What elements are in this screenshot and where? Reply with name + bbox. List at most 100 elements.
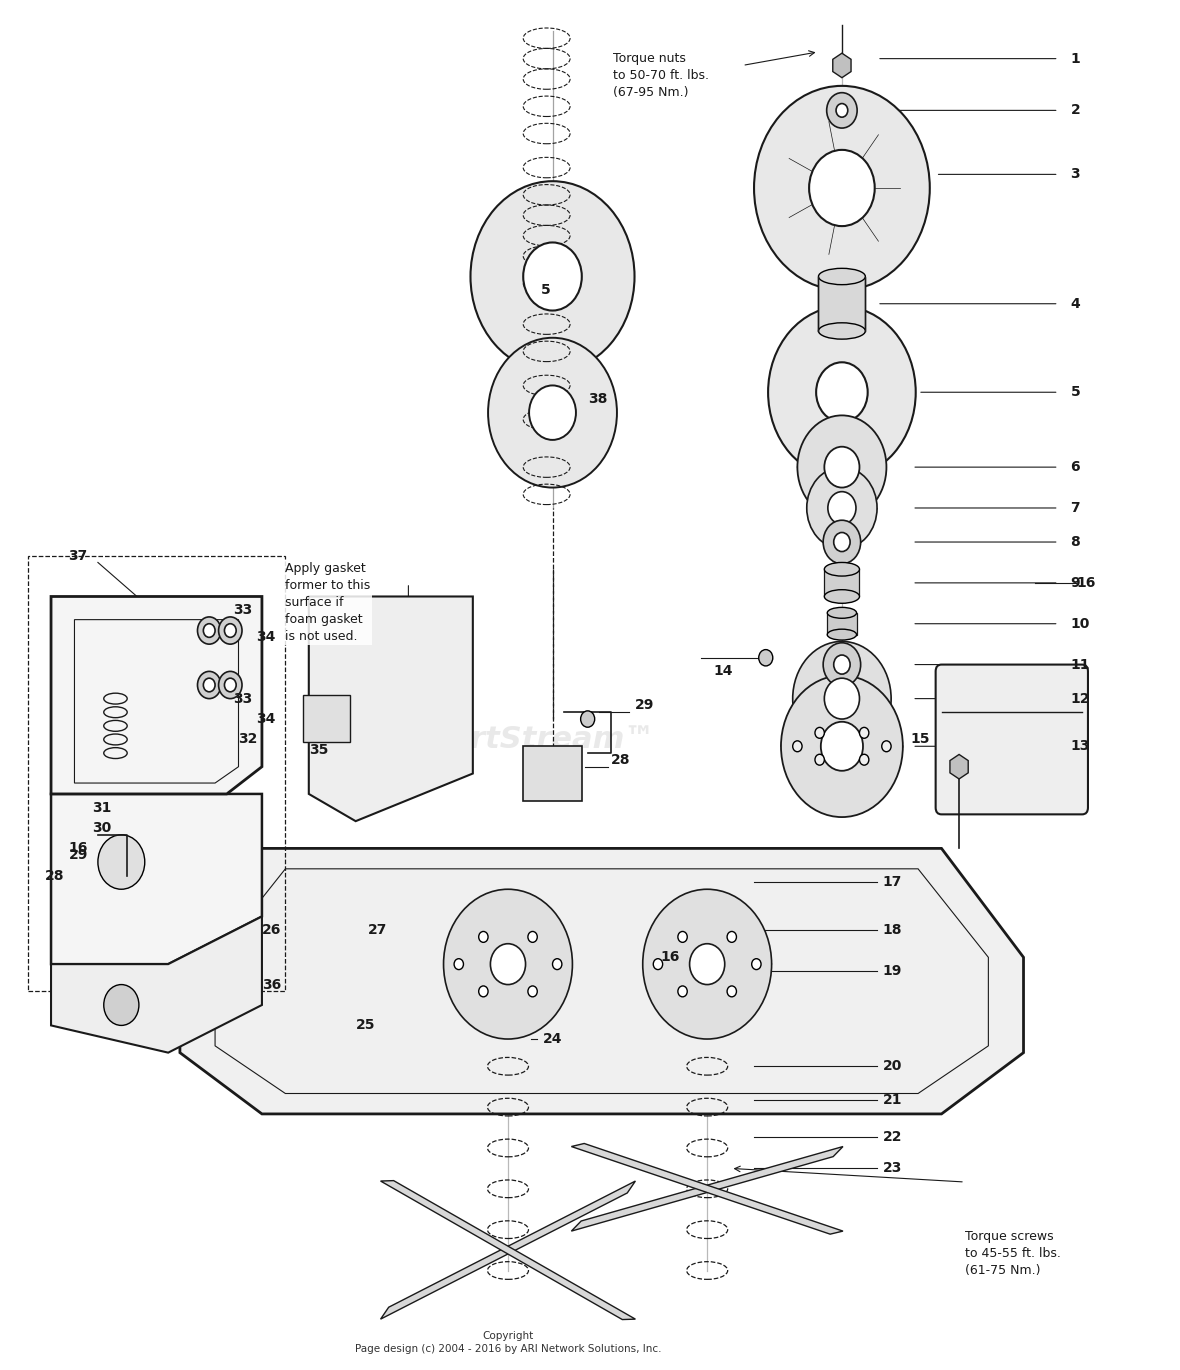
- Circle shape: [479, 986, 489, 997]
- Circle shape: [523, 242, 582, 311]
- Text: 6: 6: [1070, 460, 1080, 474]
- Text: 21: 21: [883, 1093, 903, 1107]
- Text: 16: 16: [1076, 575, 1095, 590]
- Circle shape: [859, 727, 868, 738]
- Circle shape: [834, 655, 850, 674]
- Text: 35: 35: [309, 744, 328, 758]
- Text: 23: 23: [883, 1162, 903, 1175]
- Circle shape: [104, 985, 139, 1025]
- Circle shape: [218, 671, 242, 699]
- Bar: [827, 612, 857, 634]
- Circle shape: [197, 671, 221, 699]
- Text: 13: 13: [1070, 740, 1090, 754]
- Polygon shape: [309, 596, 473, 821]
- Polygon shape: [51, 917, 262, 1052]
- Bar: [825, 570, 859, 596]
- Ellipse shape: [819, 323, 865, 340]
- Circle shape: [793, 741, 802, 752]
- Circle shape: [689, 944, 725, 985]
- Text: 33: 33: [232, 603, 251, 616]
- Circle shape: [727, 986, 736, 997]
- Text: 31: 31: [92, 800, 111, 815]
- Ellipse shape: [819, 269, 865, 285]
- Circle shape: [881, 741, 891, 752]
- Text: 19: 19: [883, 964, 903, 978]
- Polygon shape: [950, 755, 969, 780]
- Polygon shape: [381, 1181, 635, 1319]
- Circle shape: [828, 492, 855, 525]
- Circle shape: [491, 944, 525, 985]
- Circle shape: [654, 959, 663, 970]
- Circle shape: [859, 755, 868, 766]
- Circle shape: [824, 643, 860, 686]
- Text: 3: 3: [1070, 167, 1080, 181]
- Text: 4: 4: [1070, 297, 1080, 311]
- Text: 22: 22: [883, 1130, 903, 1144]
- Text: 7: 7: [1070, 501, 1080, 515]
- Circle shape: [479, 932, 489, 943]
- Text: 37: 37: [68, 548, 87, 563]
- Text: 9: 9: [1070, 575, 1080, 590]
- Text: 16: 16: [68, 841, 88, 855]
- Text: 25: 25: [355, 1018, 375, 1033]
- Circle shape: [98, 834, 145, 889]
- Text: 27: 27: [367, 923, 387, 937]
- Polygon shape: [51, 795, 262, 964]
- FancyBboxPatch shape: [936, 664, 1088, 814]
- Text: 15: 15: [910, 733, 930, 747]
- Ellipse shape: [827, 607, 857, 618]
- Polygon shape: [179, 848, 1023, 1114]
- Circle shape: [793, 641, 891, 756]
- Text: 17: 17: [883, 875, 903, 889]
- Text: 16: 16: [661, 951, 680, 964]
- Circle shape: [444, 889, 572, 1038]
- Circle shape: [781, 675, 903, 817]
- Circle shape: [581, 711, 595, 727]
- Text: 5: 5: [1070, 385, 1080, 399]
- Circle shape: [827, 93, 857, 127]
- Text: 12: 12: [1070, 692, 1090, 706]
- Polygon shape: [833, 53, 851, 78]
- Circle shape: [224, 678, 236, 692]
- Bar: [819, 277, 865, 332]
- Text: 38: 38: [588, 392, 607, 406]
- Text: 32: 32: [238, 733, 258, 747]
- Text: 28: 28: [45, 869, 65, 882]
- Text: Copyright
Page design (c) 2004 - 2016 by ARI Network Solutions, Inc.: Copyright Page design (c) 2004 - 2016 by…: [355, 1332, 661, 1355]
- Circle shape: [224, 623, 236, 637]
- Circle shape: [754, 86, 930, 290]
- Text: 30: 30: [92, 821, 111, 834]
- Text: 2: 2: [1070, 103, 1080, 118]
- Polygon shape: [51, 596, 262, 795]
- Circle shape: [837, 104, 847, 118]
- Circle shape: [197, 616, 221, 644]
- Text: 36: 36: [262, 978, 281, 992]
- Circle shape: [727, 932, 736, 943]
- Bar: [27, 556, 286, 992]
- Text: 28: 28: [611, 754, 630, 767]
- Polygon shape: [571, 1144, 843, 1234]
- Polygon shape: [571, 1147, 843, 1232]
- Circle shape: [798, 415, 886, 519]
- Circle shape: [529, 385, 576, 440]
- Circle shape: [677, 986, 687, 997]
- Text: 34: 34: [256, 630, 275, 644]
- Circle shape: [552, 959, 562, 970]
- Circle shape: [807, 467, 877, 549]
- Polygon shape: [381, 1181, 635, 1319]
- Circle shape: [817, 362, 867, 422]
- Circle shape: [203, 678, 215, 692]
- Text: 5: 5: [540, 284, 551, 297]
- Bar: [523, 747, 582, 800]
- Text: 29: 29: [635, 699, 654, 712]
- Circle shape: [527, 932, 537, 943]
- Circle shape: [643, 889, 772, 1038]
- Text: 18: 18: [883, 923, 903, 937]
- Bar: [303, 695, 349, 743]
- Circle shape: [809, 149, 874, 226]
- Text: 33: 33: [232, 692, 251, 706]
- Circle shape: [825, 678, 859, 719]
- Circle shape: [218, 616, 242, 644]
- Circle shape: [759, 649, 773, 666]
- Circle shape: [471, 181, 635, 371]
